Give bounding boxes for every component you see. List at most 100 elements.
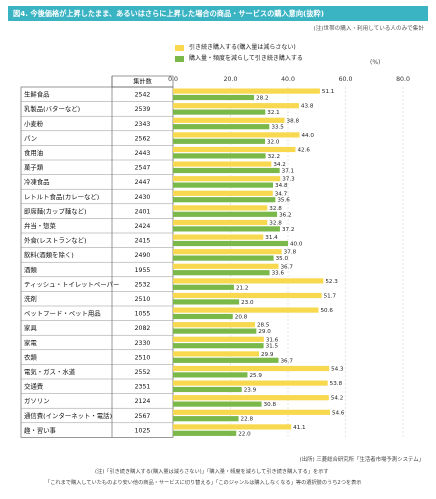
value-label-series2-2: 33.5 — [271, 125, 284, 131]
value-label-series2-7: 35.6 — [277, 198, 290, 204]
value-label-series1-7: 34.7 — [275, 191, 288, 197]
n-value-0: 2542 — [135, 92, 151, 99]
value-label-series1-9: 32.8 — [269, 221, 282, 227]
value-label-series2-4: 32.2 — [268, 154, 280, 160]
n-header-cell — [111, 75, 174, 88]
bar-series2-1 — [173, 109, 266, 115]
bar-series2-22 — [173, 416, 239, 422]
category-label-6: 冷凍食品 — [24, 177, 50, 186]
bar-series1-3 — [173, 132, 300, 138]
bar-series1-16 — [173, 322, 255, 328]
bar-series2-11 — [173, 255, 274, 261]
value-label-series1-20: 53.8 — [330, 381, 343, 387]
n-value-21: 2124 — [135, 398, 151, 405]
value-label-series1-21: 54.2 — [331, 396, 343, 402]
value-label-series2-8: 36.2 — [279, 212, 291, 218]
bar-series1-22 — [173, 409, 330, 415]
bar-series1-4 — [173, 146, 296, 153]
value-label-series2-15: 20.8 — [235, 315, 248, 321]
value-label-series2-9: 37.2 — [282, 227, 294, 233]
bar-series2-3 — [173, 138, 265, 144]
chart-title: 図4. 今後価格が上昇したまま、あるいはさらに上昇した場合の商品・サービスの購入… — [8, 6, 428, 21]
bar-series2-12 — [173, 270, 270, 276]
bar-series1-20 — [173, 380, 328, 386]
category-label-20: 交通費 — [24, 382, 44, 391]
value-label-series1-3: 44.0 — [302, 133, 315, 139]
category-label-14: 洗剤 — [24, 294, 37, 303]
bar-series1-14 — [173, 292, 322, 299]
bar-series1-15 — [173, 307, 319, 313]
bar-series1-0 — [173, 88, 320, 94]
bar-series2-2 — [173, 124, 270, 130]
value-label-series1-6: 37.3 — [282, 177, 295, 183]
value-label-series1-0: 51.1 — [322, 89, 335, 95]
n-value-22: 2567 — [135, 413, 151, 420]
value-label-series1-23: 41.1 — [293, 425, 306, 431]
unit-label: (%) — [370, 59, 381, 66]
category-label-4: 食用油 — [24, 148, 43, 157]
n-value-23: 1025 — [135, 427, 151, 434]
value-label-series2-21: 30.8 — [264, 402, 277, 408]
bar-series2-8 — [173, 211, 278, 217]
legend-label-series-2: 購入量・頻度を減らして引き続き購入する — [189, 55, 303, 62]
bar-series2-15 — [173, 313, 233, 320]
category-label-18: 衣類 — [24, 352, 37, 361]
category-label-5: 菓子類 — [24, 163, 44, 172]
x-tick-label-0: 0.0 — [168, 76, 178, 83]
bar-series1-1 — [173, 103, 299, 109]
n-value-10: 2415 — [135, 238, 151, 245]
footnote-source: (出所) 三菱総合研究所「生活者市場予測システム」 — [299, 457, 424, 463]
legend-label-series-1: 引き続き購入する(購入量は減らさない) — [189, 44, 296, 51]
bar-series1-5 — [173, 161, 272, 167]
category-label-2: 小麦粉 — [24, 119, 44, 128]
n-value-20: 2351 — [135, 384, 151, 391]
bar-series2-17 — [173, 343, 264, 349]
bar-series2-18 — [173, 357, 279, 363]
value-label-series1-8: 32.8 — [269, 206, 282, 212]
category-label-17: 家電 — [24, 338, 37, 347]
bar-series1-8 — [173, 205, 268, 211]
value-label-series2-1: 32.1 — [267, 110, 280, 116]
value-label-series1-13: 52.3 — [325, 279, 338, 285]
legend-item-series-1: 引き続き購入する(購入量は減らさない) — [175, 43, 296, 52]
x-tick-label-3: 60.0 — [339, 76, 353, 83]
bar-series1-11 — [173, 249, 282, 255]
bar-series2-14 — [173, 299, 240, 305]
value-label-series1-15: 50.6 — [320, 308, 333, 314]
bar-series2-6 — [173, 182, 274, 188]
value-label-series1-17: 31.6 — [266, 337, 279, 343]
category-label-13: ティッシュ・トイレットペーパー — [24, 280, 119, 288]
category-label-9: 弁当・惣菜 — [24, 221, 57, 230]
bar-series2-4 — [173, 153, 266, 159]
x-tick-label-4: 80.0 — [396, 76, 410, 83]
legend-swatch-yellow — [175, 44, 184, 51]
value-label-series1-22: 54.6 — [332, 410, 345, 416]
value-label-series2-13: 21.2 — [236, 285, 248, 291]
value-label-series2-10: 40.0 — [290, 242, 303, 248]
category-label-3: パン — [24, 134, 37, 142]
bar-series1-17 — [173, 336, 264, 342]
bar-series1-13 — [173, 278, 324, 284]
n-value-14: 2510 — [135, 296, 151, 303]
value-label-series1-18: 29.9 — [261, 352, 274, 358]
n-value-19: 2552 — [135, 369, 151, 376]
n-value-1: 2539 — [135, 106, 151, 113]
n-value-13: 2532 — [135, 281, 151, 288]
value-label-series2-20: 23.9 — [244, 388, 257, 394]
x-tick-label-2: 40.0 — [281, 76, 295, 83]
n-value-17: 2330 — [135, 340, 151, 347]
bar-series2-23 — [173, 430, 237, 436]
n-value-11: 2490 — [135, 252, 151, 259]
n-value-16: 2082 — [135, 325, 151, 332]
value-label-series2-19: 25.9 — [249, 373, 262, 379]
value-label-series2-14: 23.0 — [241, 300, 254, 306]
category-label-8: 即席麺(カップ麺など) — [24, 206, 87, 215]
value-label-series1-19: 54.3 — [331, 367, 344, 373]
value-label-series2-18: 36.7 — [281, 358, 294, 364]
category-label-7: レトルト食品(カレーなど) — [24, 192, 99, 201]
value-label-series2-11: 35.0 — [276, 256, 289, 262]
n-value-3: 2562 — [135, 135, 151, 142]
bar-series2-13 — [173, 284, 234, 290]
value-label-series2-6: 34.8 — [275, 183, 288, 189]
bar-series1-10 — [173, 234, 264, 240]
